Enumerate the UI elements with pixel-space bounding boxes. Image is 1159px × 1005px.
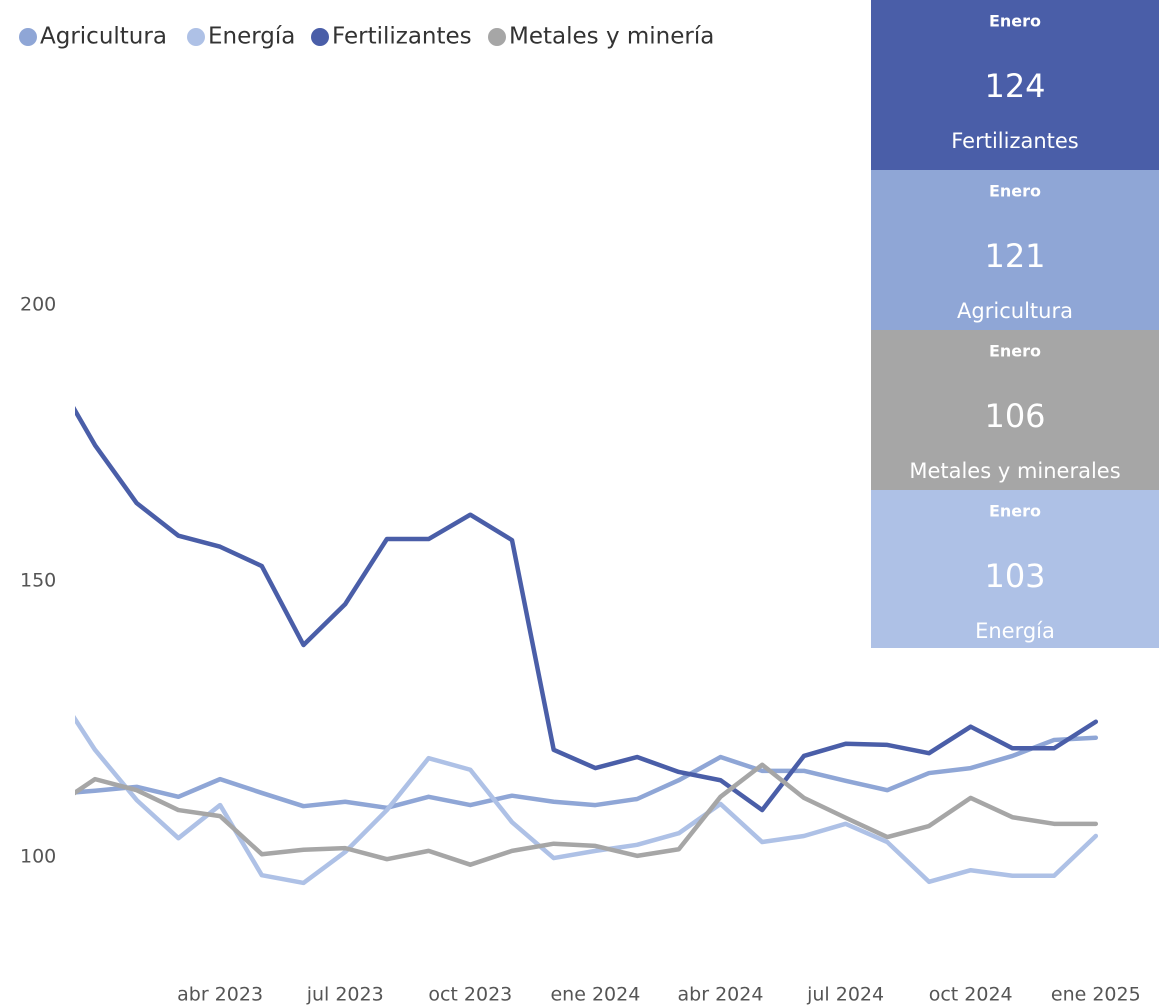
legend-label: Agricultura xyxy=(40,24,167,50)
legend-label: Fertilizantes xyxy=(332,24,472,50)
legend-label: Metales y minería xyxy=(509,24,714,50)
x-tick-label: abr 2023 xyxy=(177,984,263,1005)
y-tick-label: 150 xyxy=(20,569,56,591)
series-line xyxy=(75,735,1099,811)
kpi-card xyxy=(871,0,1159,170)
x-tick-label: jul 2023 xyxy=(306,984,384,1005)
legend-marker xyxy=(488,28,506,46)
legend-marker xyxy=(187,28,205,46)
legend-label: Energía xyxy=(208,24,295,50)
card-period: Enero xyxy=(989,12,1041,31)
card-name: Metales y minerales xyxy=(909,459,1120,483)
card-value: 106 xyxy=(984,397,1045,435)
legend-marker xyxy=(311,28,329,46)
card-value: 103 xyxy=(984,557,1045,595)
series-line xyxy=(75,762,1099,867)
card-period: Enero xyxy=(989,342,1041,361)
y-tick-label: 200 xyxy=(20,293,56,315)
series-line xyxy=(75,405,1099,813)
series-line xyxy=(75,715,1099,886)
card-name: Agricultura xyxy=(957,299,1073,323)
x-tick-label: oct 2023 xyxy=(428,984,512,1005)
kpi-card xyxy=(871,490,1159,648)
x-tick-label: ene 2024 xyxy=(550,984,640,1005)
plot-area xyxy=(75,405,1099,886)
card-name: Energía xyxy=(975,619,1055,643)
card-value: 121 xyxy=(984,237,1045,275)
kpi-card xyxy=(871,170,1159,330)
y-tick-label: 100 xyxy=(20,845,56,867)
card-period: Enero xyxy=(989,502,1041,521)
x-tick-label: abr 2024 xyxy=(678,984,764,1005)
card-period: Enero xyxy=(989,182,1041,201)
x-tick-label: jul 2024 xyxy=(806,984,884,1005)
card-value: 124 xyxy=(984,67,1045,105)
kpi-card xyxy=(871,330,1159,490)
x-tick-label: ene 2025 xyxy=(1051,984,1141,1005)
card-name: Fertilizantes xyxy=(951,129,1079,153)
x-tick-label: oct 2024 xyxy=(929,984,1013,1005)
legend-marker xyxy=(19,28,37,46)
